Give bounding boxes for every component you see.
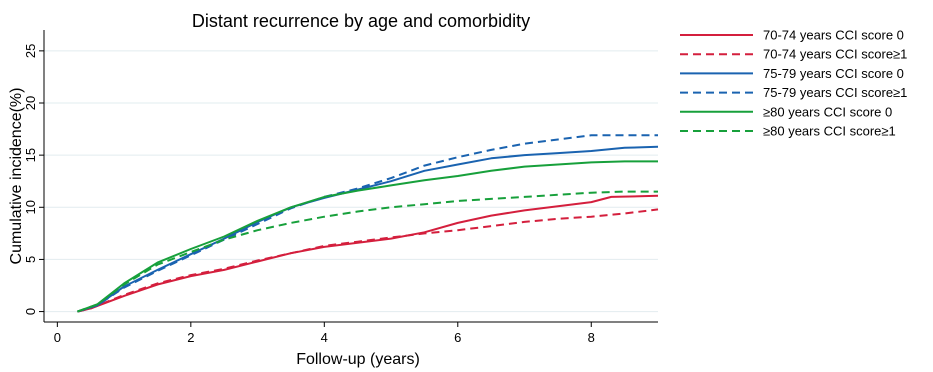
x-tick-label: 0 bbox=[54, 330, 61, 345]
y-tick-label: 0 bbox=[23, 308, 38, 315]
y-axis-ticks: 0 5 10 15 20 25 bbox=[23, 44, 44, 315]
legend-label-6: ≥80 years CCI score≥1 bbox=[763, 124, 896, 139]
y-tick-label: 10 bbox=[23, 200, 38, 214]
y-axis-title: Cumulative incidence(%) bbox=[8, 88, 25, 265]
chart-title: Distant recurrence by age and comorbidit… bbox=[192, 11, 530, 31]
x-tick-label: 4 bbox=[321, 330, 328, 345]
legend-label-2: 70-74 years CCI score≥1 bbox=[763, 47, 907, 62]
legend-label-4: 75-79 years CCI score≥1 bbox=[763, 85, 907, 100]
y-tick-label: 15 bbox=[23, 148, 38, 162]
y-tick-label: 25 bbox=[23, 44, 38, 58]
x-tick-label: 6 bbox=[454, 330, 461, 345]
legend-label-5: ≥80 years CCI score 0 bbox=[763, 104, 892, 119]
x-axis-title: Follow-up (years) bbox=[296, 351, 420, 368]
series-line-5 bbox=[77, 160, 658, 313]
x-axis-ticks: 0 2 4 6 8 bbox=[54, 322, 595, 345]
y-tick-label: 5 bbox=[23, 256, 38, 263]
series-line-2 bbox=[77, 208, 659, 313]
x-tick-label: 2 bbox=[187, 330, 194, 345]
x-tick-label: 8 bbox=[588, 330, 595, 345]
series-lines bbox=[77, 134, 659, 313]
legend: 70-74 years CCI score 0 70-74 years CCI s… bbox=[680, 28, 907, 139]
legend-label-3: 75-79 years CCI score 0 bbox=[763, 66, 904, 81]
series-line-4 bbox=[77, 134, 658, 313]
legend-label-1: 70-74 years CCI score 0 bbox=[763, 28, 904, 43]
y-tick-label: 20 bbox=[23, 96, 38, 110]
grid-lines bbox=[44, 50, 658, 313]
series-line-6 bbox=[77, 190, 658, 313]
